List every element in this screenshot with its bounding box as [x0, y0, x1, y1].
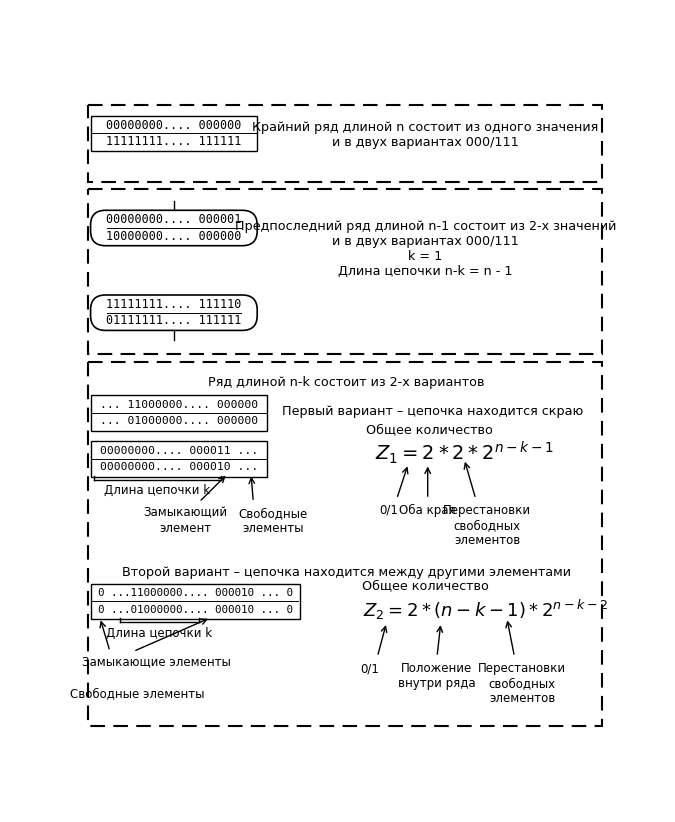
- Text: Замыкающий
элемент: Замыкающий элемент: [143, 506, 227, 535]
- Text: Перестановки
свободных
элементов: Перестановки свободных элементов: [443, 504, 531, 547]
- Text: Длина цепочки k: Длина цепочки k: [104, 484, 211, 497]
- Text: 00000000.... 000010 ...: 00000000.... 000010 ...: [100, 462, 258, 472]
- Bar: [88, 190, 602, 353]
- Text: Оба края: Оба края: [400, 504, 456, 517]
- Text: Общее количество: Общее количество: [366, 423, 493, 436]
- Bar: [90, 116, 257, 151]
- Text: Длина цепочки k: Длина цепочки k: [107, 627, 213, 640]
- Bar: [88, 362, 602, 726]
- FancyBboxPatch shape: [90, 210, 257, 246]
- Text: 00000000.... 000000: 00000000.... 000000: [106, 118, 242, 132]
- Text: Свободные элементы: Свободные элементы: [70, 687, 205, 700]
- Text: 0 ...11000000.... 000010 ... 0: 0 ...11000000.... 000010 ... 0: [98, 589, 293, 598]
- Text: 11111111.... 111111: 11111111.... 111111: [106, 135, 242, 148]
- Text: 01111111.... 111111: 01111111.... 111111: [106, 314, 242, 327]
- Text: Перестановки
свободных
элементов: Перестановки свободных элементов: [478, 663, 566, 705]
- Text: ... 11000000.... 000000: ... 11000000.... 000000: [100, 399, 258, 409]
- Bar: [88, 104, 602, 182]
- Text: Ряд длиной n-k состоит из 2-х вариантов: Ряд длиной n-k состоит из 2-х вариантов: [208, 376, 485, 389]
- Text: 0/1: 0/1: [360, 663, 379, 676]
- Text: ... 01000000.... 000000: ... 01000000.... 000000: [100, 416, 258, 426]
- Text: 0/1: 0/1: [379, 504, 398, 517]
- Text: Свободные
элементы: Свободные элементы: [238, 506, 307, 535]
- Text: 00000000.... 000001: 00000000.... 000001: [106, 214, 242, 226]
- Text: Первый вариант – цепочка находится скраю: Первый вариант – цепочка находится скраю: [283, 404, 584, 418]
- Text: 00000000.... 000011 ...: 00000000.... 000011 ...: [100, 446, 258, 456]
- Text: $Z_2 = 2*(n-k-1)*2^{n-k-2}$: $Z_2 = 2*(n-k-1)*2^{n-k-2}$: [363, 598, 608, 622]
- Text: Второй вариант – цепочка находится между другими элементами: Второй вариант – цепочка находится между…: [122, 566, 571, 579]
- FancyBboxPatch shape: [90, 295, 257, 330]
- Text: 11111111.... 111110: 11111111.... 111110: [106, 298, 242, 311]
- Bar: [90, 395, 267, 431]
- Bar: [90, 441, 267, 477]
- Text: Общее количество: Общее количество: [362, 579, 489, 592]
- Text: Предпоследний ряд длиной n-1 состоит из 2-х значений
и в двух вариантах 000/111
: Предпоследний ряд длиной n-1 состоит из …: [235, 219, 616, 278]
- Bar: [90, 584, 300, 619]
- Text: Крайний ряд длиной n состоит из одного значения
и в двух вариантах 000/111: Крайний ряд длиной n состоит из одного з…: [252, 121, 599, 149]
- Text: 10000000.... 000000: 10000000.... 000000: [106, 229, 242, 242]
- Text: Положение
внутри ряда: Положение внутри ряда: [398, 663, 476, 690]
- Text: Замыкающие элементы: Замыкающие элементы: [82, 655, 231, 668]
- Text: 0 ...01000000.... 000010 ... 0: 0 ...01000000.... 000010 ... 0: [98, 605, 293, 615]
- Text: $Z_1 = 2*2*2^{n-k-1}$: $Z_1 = 2*2*2^{n-k-1}$: [375, 440, 554, 466]
